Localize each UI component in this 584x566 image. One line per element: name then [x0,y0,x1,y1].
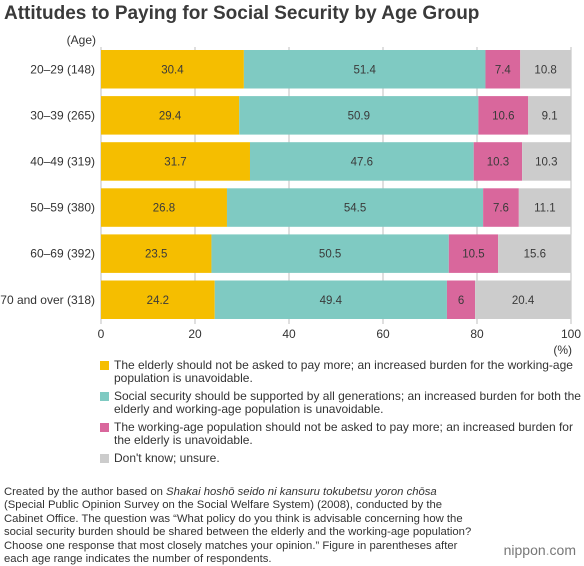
bars: 30.4 51.4 7.4 10.8 29.4 50.9 10.6 9.1 31.7 47.6 10… [101,50,572,319]
bar-segment [101,142,250,181]
x-tick-60: 60 [376,327,390,341]
bar-segment [478,96,529,135]
data-label: 47.6 [351,156,373,168]
bar-segment [211,234,449,273]
legend-label: The elderly should not be asked to pay m… [114,358,573,385]
legend-swatch [100,454,109,463]
data-label: 15.6 [524,249,546,261]
bar-segment [101,234,212,273]
legend-swatch [100,361,109,370]
data-label: 10.3 [487,156,509,168]
x-tick-0: 0 [98,327,105,341]
bar-segment [518,188,571,227]
bar-segment [473,142,523,181]
brand-logo: nippon.com [504,542,576,558]
data-label: 20.4 [512,295,535,307]
legend-label: Don't know; unsure. [114,451,220,465]
bar-segment [101,50,244,89]
bar-segment [239,96,479,135]
x-tick-labels: 0 20 40 60 80 100 [98,327,582,341]
legend-label: The working-age population should not be… [114,420,573,447]
source-note: Created by the author based on Shakai ho… [4,486,474,566]
legend-item: Social security should be supported by a… [100,390,584,416]
legend-item: Don't know; unsure. [100,452,584,465]
brand-left: nippon [503,542,546,558]
legend-item: The elderly should not be asked to pay m… [100,359,584,385]
data-label: 31.7 [164,156,186,168]
data-label: 10.8 [534,64,556,76]
data-label: 24.2 [147,295,169,307]
data-label: 10.5 [462,249,484,261]
data-label: 29.4 [159,110,182,122]
stacked-bar-chart: 30.4 51.4 7.4 10.8 29.4 50.9 10.6 9.1 31.7 47.6 10… [0,33,582,357]
category-label: 60–69 (392) [30,247,95,261]
brand-dot: . [545,542,550,558]
category-label: 20–29 (148) [30,62,95,76]
bar-segment [528,96,571,135]
bar-segment [483,188,519,227]
chart-title: Attitudes to Paying for Social Security … [4,3,480,24]
bar-segment [475,280,571,319]
data-label: 26.8 [153,203,175,215]
data-label: 50.9 [348,110,370,122]
bar-segment [101,96,240,135]
category-label: 70 and over (318) [0,293,95,307]
x-tick-80: 80 [470,327,484,341]
bar-segment [101,280,215,319]
bar-segment [520,50,571,89]
data-label: 51.4 [353,64,376,76]
x-tick-100: 100 [561,327,581,341]
bar-segment [522,142,571,181]
bar-segment [249,142,474,181]
category-label: 40–49 (319) [30,154,95,168]
y-axis-label: (Age) [67,33,96,47]
legend-swatch [100,392,109,401]
data-label: 10.3 [535,156,557,168]
bar-segment [243,50,486,89]
x-axis-label: (%) [553,343,572,357]
data-label: 54.5 [344,203,366,215]
data-label: 23.5 [145,249,167,261]
data-label: 30.4 [161,64,184,76]
bar-segment [226,188,484,227]
source-note-before: Created by the author based on [4,486,167,498]
data-label: 50.5 [319,249,341,261]
bar-segment [498,234,572,273]
data-label: 9.1 [542,110,558,122]
x-tick-20: 20 [188,327,202,341]
brand-right: com [549,542,576,558]
data-label: 7.4 [495,64,512,76]
legend-label: Social security should be supported by a… [114,389,581,416]
source-title: Shakai hoshō seido ni kansuru tokubetsu … [166,486,437,498]
data-label: 10.6 [492,110,514,122]
bar-segment [446,280,476,319]
category-labels: 20–29 (148) 30–39 (265) 40–49 (319) 50–59 (… [0,62,95,307]
bar-segment [485,50,521,89]
bar-segment [448,234,499,273]
legend: The elderly should not be asked to pay m… [100,359,584,470]
data-label: 49.4 [320,295,343,307]
grid-lines [100,47,572,324]
category-label: 50–59 (380) [30,201,95,215]
legend-swatch [100,423,109,432]
bar-segment [101,188,227,227]
data-label: 6 [458,295,464,307]
bar-segment [214,280,447,319]
x-tick-40: 40 [282,327,296,341]
source-note-after: (Special Public Opinion Survey on the So… [4,499,472,566]
category-label: 30–39 (265) [30,108,95,122]
data-label: 7.6 [493,203,509,215]
legend-item: The working-age population should not be… [100,421,584,447]
data-label: 11.1 [534,203,556,215]
